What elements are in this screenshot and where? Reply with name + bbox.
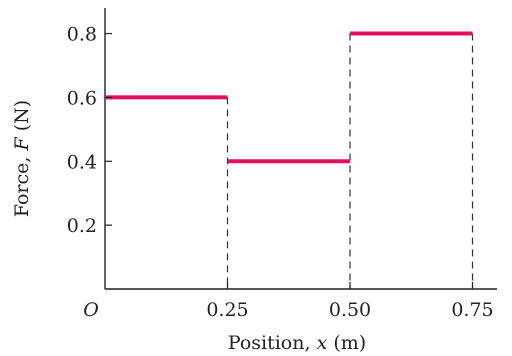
x-tick-label: 0.25 bbox=[206, 299, 248, 321]
y-tick-label: 0.6 bbox=[67, 87, 97, 109]
y-axis-label: Force, F (N) bbox=[11, 100, 33, 217]
x-axis-label: Position, x (m) bbox=[228, 332, 366, 354]
axes bbox=[104, 8, 497, 290]
x-tick-label: 0.50 bbox=[329, 299, 371, 321]
force-segments bbox=[105, 31, 473, 164]
y-tick-label: 0.4 bbox=[67, 151, 97, 173]
y-tick-label: 0.8 bbox=[67, 24, 97, 46]
y-tick-label: 0.2 bbox=[67, 215, 97, 237]
x-tick-label: 0.75 bbox=[451, 299, 493, 321]
dashed-guides bbox=[226, 33, 474, 289]
ticks: 0.2 0.4 0.6 0.8 O 0.25 0.50 0.75 bbox=[67, 24, 494, 321]
origin-label: O bbox=[83, 299, 99, 321]
